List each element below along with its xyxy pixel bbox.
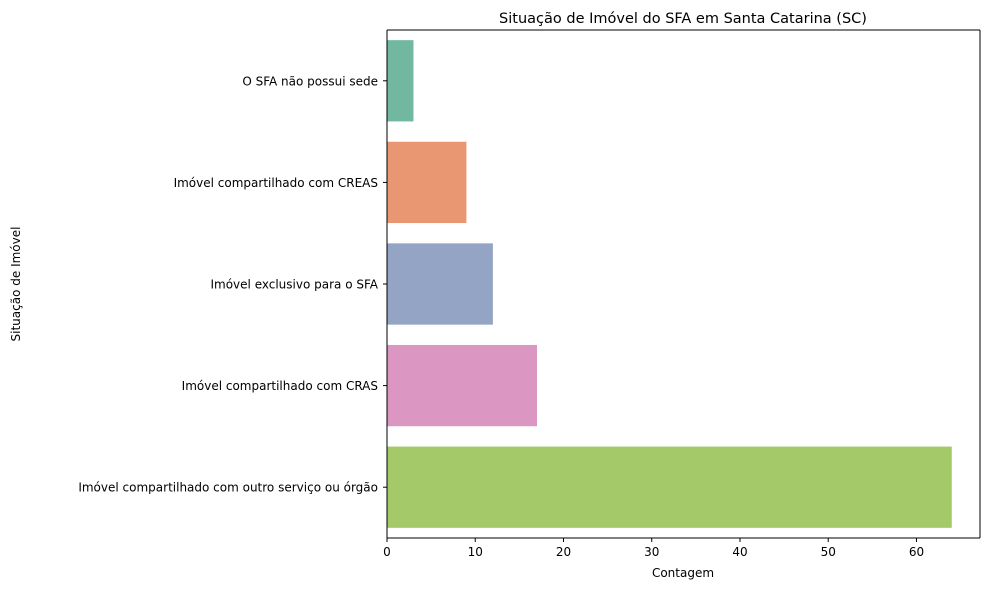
x-axis-label: Contagem — [652, 566, 714, 580]
x-tick-label: 20 — [556, 545, 571, 559]
bar — [387, 344, 538, 427]
x-tick-label: 50 — [821, 545, 836, 559]
bar — [387, 40, 414, 122]
y-tick-label: Imóvel compartilhado com CREAS — [174, 176, 378, 190]
x-tick-label: 40 — [732, 545, 747, 559]
bar — [387, 141, 467, 224]
y-tick-label: Imóvel exclusivo para o SFA — [210, 278, 378, 292]
y-tick-label: Imóvel compartilhado com CRAS — [182, 379, 378, 393]
x-tick-label: 0 — [383, 545, 391, 559]
x-tick-label: 10 — [468, 545, 483, 559]
y-tick-label: Imóvel compartilhado com outro serviço o… — [78, 481, 378, 495]
y-tick-label: O SFA não possui sede — [242, 74, 378, 88]
y-axis-label: Situação de Imóvel — [9, 227, 23, 342]
chart-title: Situação de Imóvel do SFA em Santa Catar… — [499, 11, 867, 27]
bar — [387, 446, 952, 528]
x-tick-label: 30 — [644, 545, 659, 559]
bar — [387, 243, 493, 325]
x-tick-label: 60 — [909, 545, 924, 559]
